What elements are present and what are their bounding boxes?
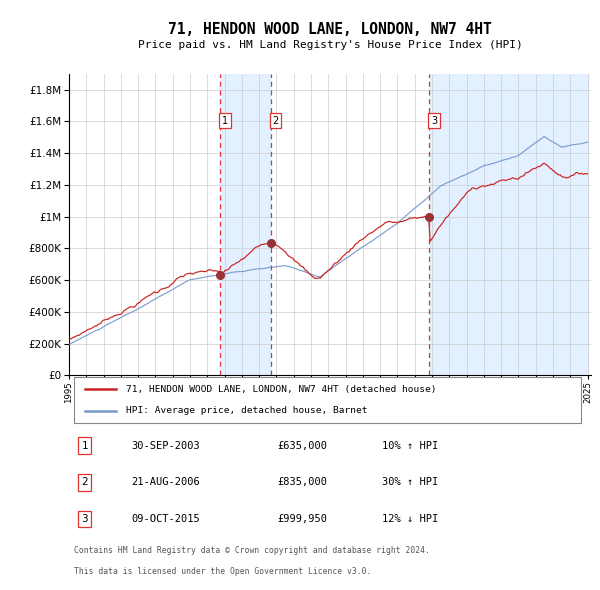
Text: 71, HENDON WOOD LANE, LONDON, NW7 4HT (detached house): 71, HENDON WOOD LANE, LONDON, NW7 4HT (d… (127, 385, 437, 394)
Text: 30-SEP-2003: 30-SEP-2003 (131, 441, 200, 451)
Text: 10% ↑ HPI: 10% ↑ HPI (382, 441, 439, 451)
Text: 3: 3 (82, 514, 88, 525)
Text: Contains HM Land Registry data © Crown copyright and database right 2024.: Contains HM Land Registry data © Crown c… (74, 546, 430, 555)
Text: £999,950: £999,950 (278, 514, 328, 525)
Text: 21-AUG-2006: 21-AUG-2006 (131, 477, 200, 487)
Text: £635,000: £635,000 (278, 441, 328, 451)
Text: 12% ↓ HPI: 12% ↓ HPI (382, 514, 439, 525)
Text: 2: 2 (272, 116, 278, 126)
Text: £835,000: £835,000 (278, 477, 328, 487)
Text: 09-OCT-2015: 09-OCT-2015 (131, 514, 200, 525)
Text: Price paid vs. HM Land Registry's House Price Index (HPI): Price paid vs. HM Land Registry's House … (137, 40, 523, 50)
Text: 1: 1 (82, 441, 88, 451)
Text: HPI: Average price, detached house, Barnet: HPI: Average price, detached house, Barn… (127, 407, 368, 415)
Text: 71, HENDON WOOD LANE, LONDON, NW7 4HT: 71, HENDON WOOD LANE, LONDON, NW7 4HT (168, 22, 492, 37)
Text: 1: 1 (222, 116, 228, 126)
Text: 30% ↑ HPI: 30% ↑ HPI (382, 477, 439, 487)
Text: This data is licensed under the Open Government Licence v3.0.: This data is licensed under the Open Gov… (74, 567, 371, 576)
Text: 2: 2 (82, 477, 88, 487)
FancyBboxPatch shape (74, 378, 581, 423)
Text: 3: 3 (431, 116, 437, 126)
